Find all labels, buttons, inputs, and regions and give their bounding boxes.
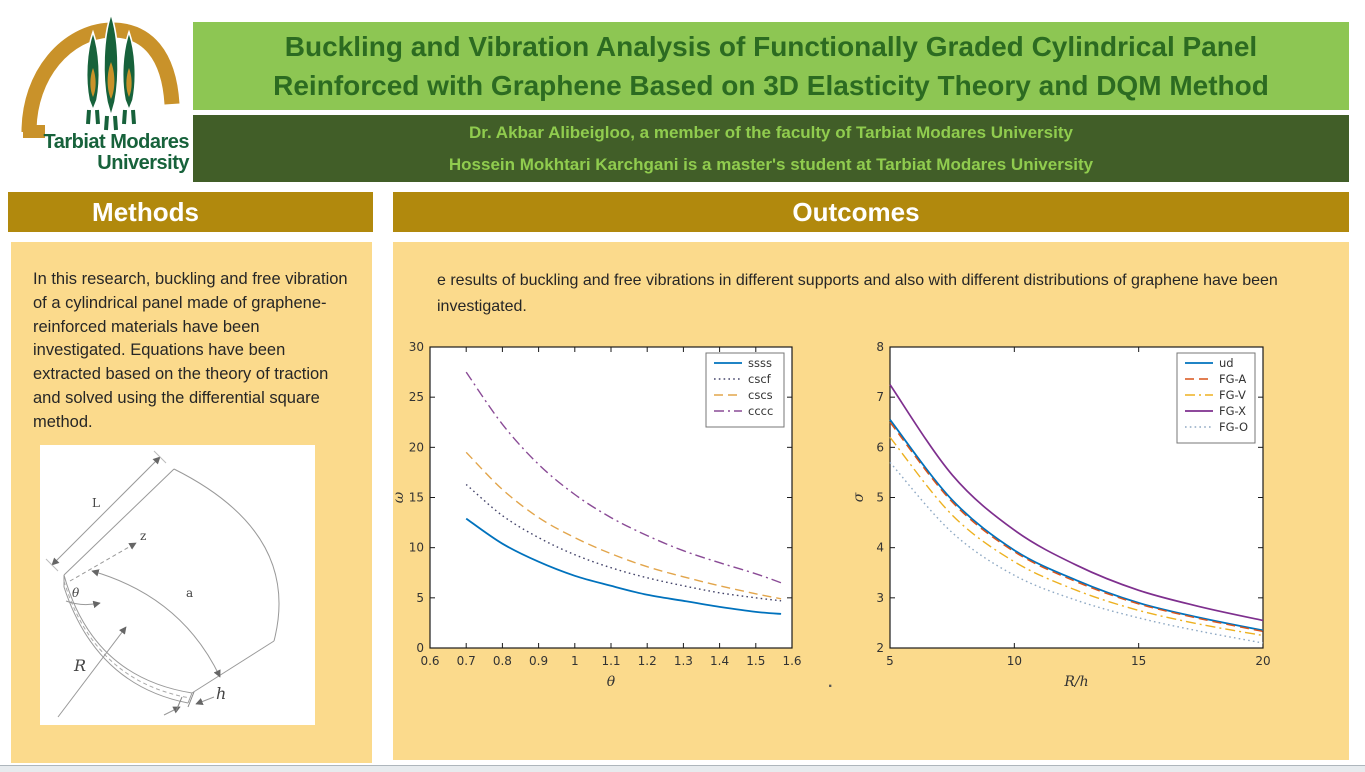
panel-top-edge [63,468,175,576]
svg-text:R/h: R/h [1063,674,1088,690]
svg-text:cccc: cccc [748,404,773,418]
svg-text:15: 15 [409,491,424,505]
svg-text:0: 0 [416,641,424,655]
methods-heading: Methods [92,197,199,227]
dimension-arc-a [91,569,221,678]
author-line-2: Hossein Mokhtari Karchgani is a master's… [448,155,1094,174]
dimension-line-L [51,456,161,566]
svg-text:0.8: 0.8 [493,654,512,668]
panel-near-arc-outer [63,574,193,694]
svg-text:FG-A: FG-A [1219,372,1246,386]
label-theta: θ [72,586,80,600]
svg-text:3: 3 [876,591,884,605]
title-banner: Buckling and Vibration Analysis of Funct… [193,22,1349,110]
svg-text:4: 4 [876,541,884,555]
svg-text:30: 30 [409,340,424,354]
bottom-edge-strip [0,765,1365,772]
logo-cypress-center [103,11,119,131]
svg-text:ssss: ssss [748,356,772,370]
chart-sigma-vs-rh: 5 10 15 20 2 3 4 5 6 7 8 R/h σ ud FG-A FG-V FG-X FG-O [851,337,1293,697]
label-z: z [140,529,146,543]
methods-section-header: Methods [8,192,373,232]
label-R: R [73,656,86,675]
svg-text:6: 6 [876,440,884,454]
svg-text:25: 25 [409,390,424,404]
svg-text:0.9: 0.9 [529,654,548,668]
svg-text:1.6: 1.6 [782,654,801,668]
svg-text:FG-X: FG-X [1219,404,1246,418]
logo-text-line2: University [97,152,189,174]
svg-text:1.3: 1.3 [674,654,693,668]
svg-text:ud: ud [1219,356,1234,370]
stray-dot: . [828,674,833,691]
methods-body-text: In this research, buckling and free vibr… [33,270,348,431]
svg-text:1.4: 1.4 [710,654,729,668]
panel-mid-surface [63,580,191,699]
outcomes-body-text: e results of buckling and free vibration… [437,272,1278,316]
logo-cypress-left [85,29,101,125]
svg-text:FG-O: FG-O [1219,420,1248,434]
logo-text-line1: Tarbiat Modares [43,131,190,153]
label-L: L [92,496,100,510]
university-logo: Tarbiat Modares University [15,4,195,180]
outcomes-panel: e results of buckling and free vibration… [391,242,1349,760]
svg-text:5: 5 [886,654,894,668]
svg-text:8: 8 [876,340,884,354]
h-arrow-right [195,696,215,706]
svg-text:1.2: 1.2 [638,654,657,668]
panel-far-arc [173,468,280,642]
svg-text:20: 20 [409,440,424,454]
svg-text:FG-V: FG-V [1219,388,1246,402]
poster-title-line1: Buckling and Vibration Analysis of Funct… [284,31,1258,62]
outcomes-heading: Outcomes [792,197,920,227]
svg-text:cscs: cscs [748,388,773,402]
svg-text:σ: σ [853,492,867,502]
svg-text:5: 5 [876,491,884,505]
university-logo-text: Tarbiat Modares University [15,131,190,174]
panel-bottom-edge [191,640,275,694]
chart-omega-vs-theta: 0.6 0.7 0.8 0.9 1 1.1 1.2 1.3 1.4 1.5 1.6 0 5 10 15 20 2… [391,337,833,697]
z-axis-arrow [69,542,137,582]
methods-panel: In this research, buckling and free vibr… [11,242,372,763]
svg-text:10: 10 [409,541,424,555]
svg-text:1.5: 1.5 [746,654,765,668]
radius-line-R [57,626,127,718]
label-h: h [216,684,226,703]
logo-cypress-right [121,29,137,125]
author-line-1: Dr. Akbar Alibeigloo, a member of the fa… [469,123,1073,142]
svg-text:ω: ω [393,491,407,503]
svg-text:15: 15 [1131,654,1146,668]
svg-text:7: 7 [876,390,884,404]
cylindrical-panel-diagram: L z θ a R h [40,445,315,725]
svg-text:5: 5 [416,591,424,605]
svg-text:1.1: 1.1 [601,654,620,668]
poster-title-line2: Reinforced with Graphene Based on 3D Ela… [273,70,1269,101]
svg-text:θ: θ [607,674,616,690]
logo-arch [21,22,180,133]
label-a: a [186,586,193,600]
svg-text:1: 1 [571,654,579,668]
svg-text:10: 10 [1007,654,1022,668]
authors-banner: Dr. Akbar Alibeigloo, a member of the fa… [193,115,1349,182]
outcomes-section-header: Outcomes [393,192,1349,232]
svg-text:0.6: 0.6 [420,654,439,668]
svg-text:2: 2 [876,641,884,655]
svg-text:0.7: 0.7 [457,654,476,668]
logo-arch-foot [23,125,45,138]
university-logo-graphic [21,11,180,138]
svg-text:20: 20 [1255,654,1270,668]
svg-text:cscf: cscf [748,372,772,386]
